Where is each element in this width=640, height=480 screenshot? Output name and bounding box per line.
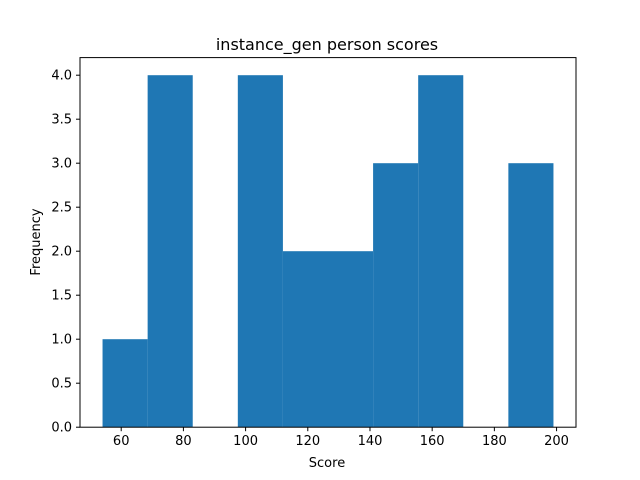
y-tick-label: 0.0 [51, 421, 72, 436]
y-tick-label: 3.5 [51, 113, 72, 128]
plot-frame [79, 57, 577, 428]
histogram-bar-9 [508, 163, 554, 428]
y-tick-label: 2.0 [51, 245, 72, 260]
x-tick-label: 60 [113, 434, 130, 449]
histogram-bar-3 [237, 75, 283, 428]
y-tick-label: 3.0 [51, 157, 72, 172]
y-axis-label: Frequency [29, 208, 44, 275]
x-tick-label: 200 [544, 434, 569, 449]
histogram-bar-5 [328, 251, 374, 428]
chart-title: instance_gen person scores [216, 35, 438, 55]
histogram-bar-4 [282, 251, 328, 428]
histogram-bar-7 [418, 75, 464, 428]
y-axis-ticks: 0.0 0.5 1.0 1.5 2.0 2.5 3.0 3.5 4.0 [51, 69, 80, 436]
bars-group [102, 75, 554, 428]
x-tick-label: 140 [358, 434, 383, 449]
y-tick-label: 2.5 [51, 201, 72, 216]
x-tick-label: 100 [233, 434, 258, 449]
x-tick-label: 160 [420, 434, 445, 449]
histogram-bar-6 [373, 163, 419, 428]
y-tick-label: 1.0 [51, 333, 72, 348]
y-tick-label: 1.5 [51, 289, 72, 304]
y-tick-label: 0.5 [51, 377, 72, 392]
x-tick-label: 180 [482, 434, 507, 449]
histogram-bar-0 [102, 339, 148, 428]
x-tick-label: 80 [175, 434, 192, 449]
x-axis-ticks: 60 80 100 120 140 160 180 200 [113, 427, 569, 449]
y-tick-label: 4.0 [51, 69, 72, 84]
x-axis-label: Score [309, 456, 345, 471]
x-tick-label: 120 [295, 434, 320, 449]
histogram-bar-1 [147, 75, 193, 428]
